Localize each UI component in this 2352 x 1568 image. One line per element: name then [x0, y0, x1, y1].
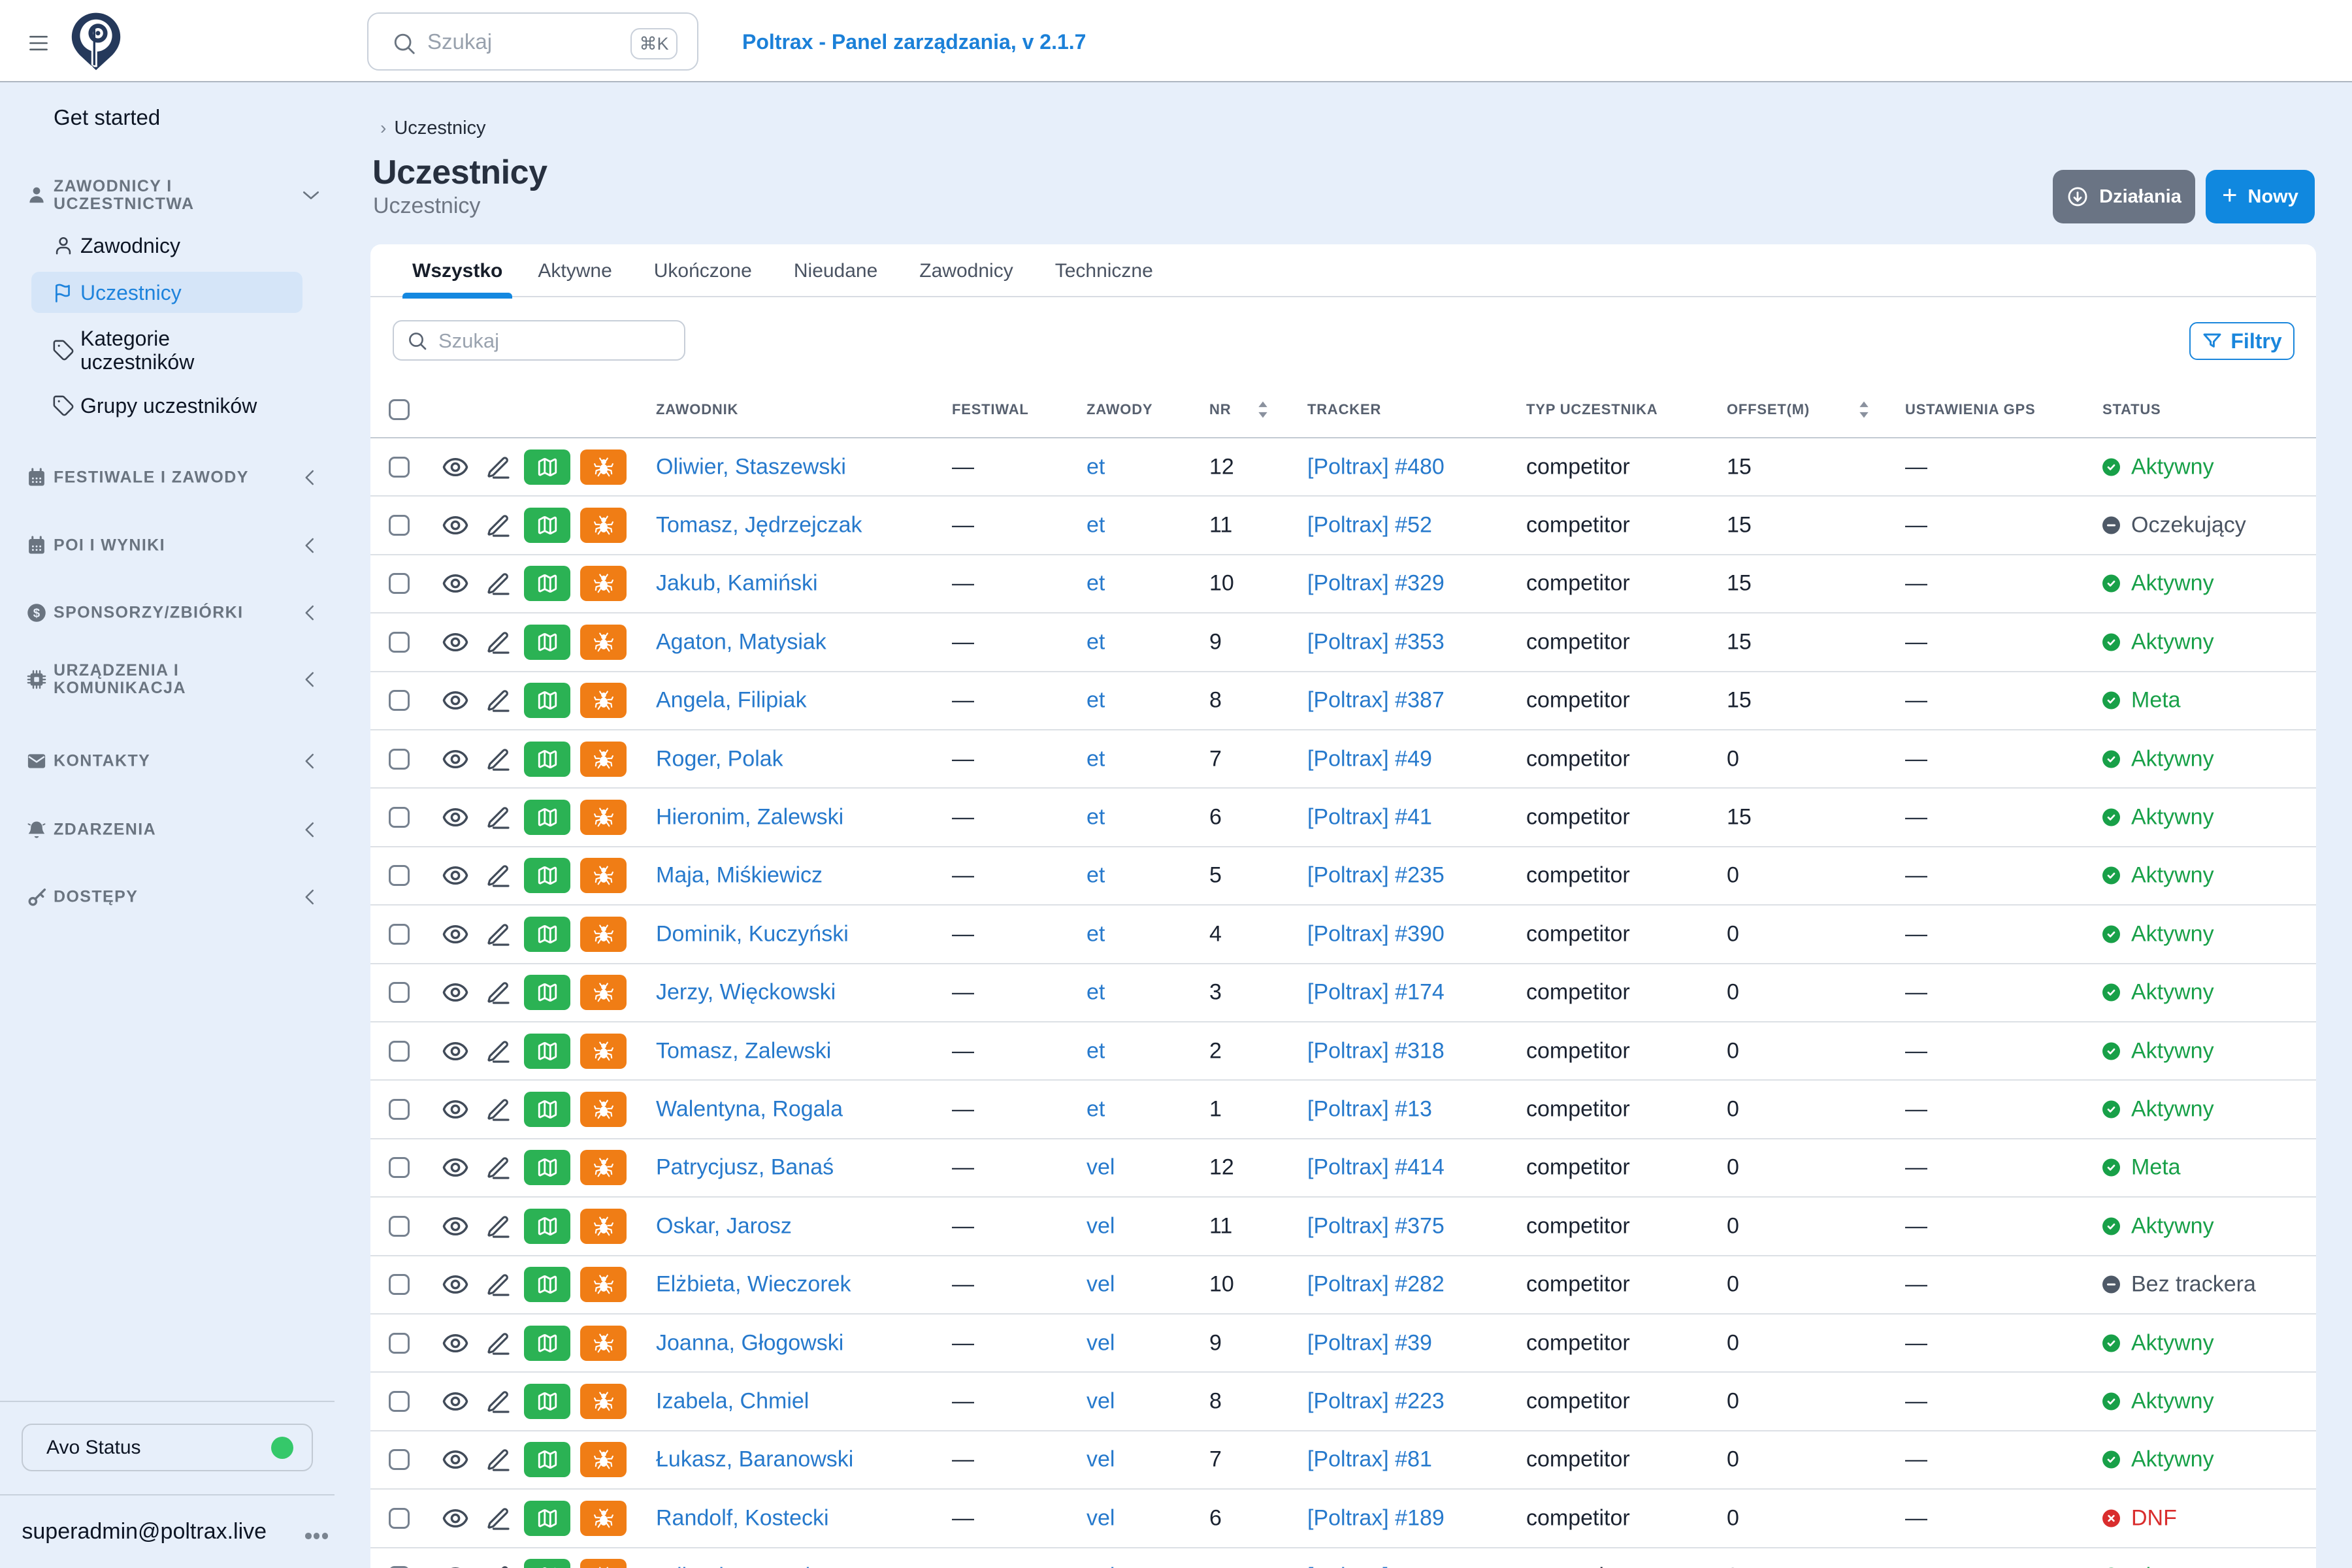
svg-text:$: $ [33, 606, 41, 620]
